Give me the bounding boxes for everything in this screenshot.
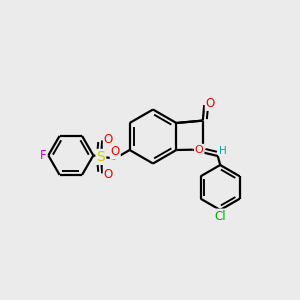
Text: F: F <box>40 149 46 162</box>
Text: O: O <box>104 133 113 146</box>
Text: S: S <box>96 150 105 164</box>
Text: O: O <box>111 145 120 158</box>
Text: Cl: Cl <box>214 209 226 223</box>
Text: H: H <box>219 146 227 156</box>
Text: O: O <box>104 167 113 181</box>
Text: O: O <box>195 145 204 155</box>
Text: O: O <box>206 97 215 110</box>
